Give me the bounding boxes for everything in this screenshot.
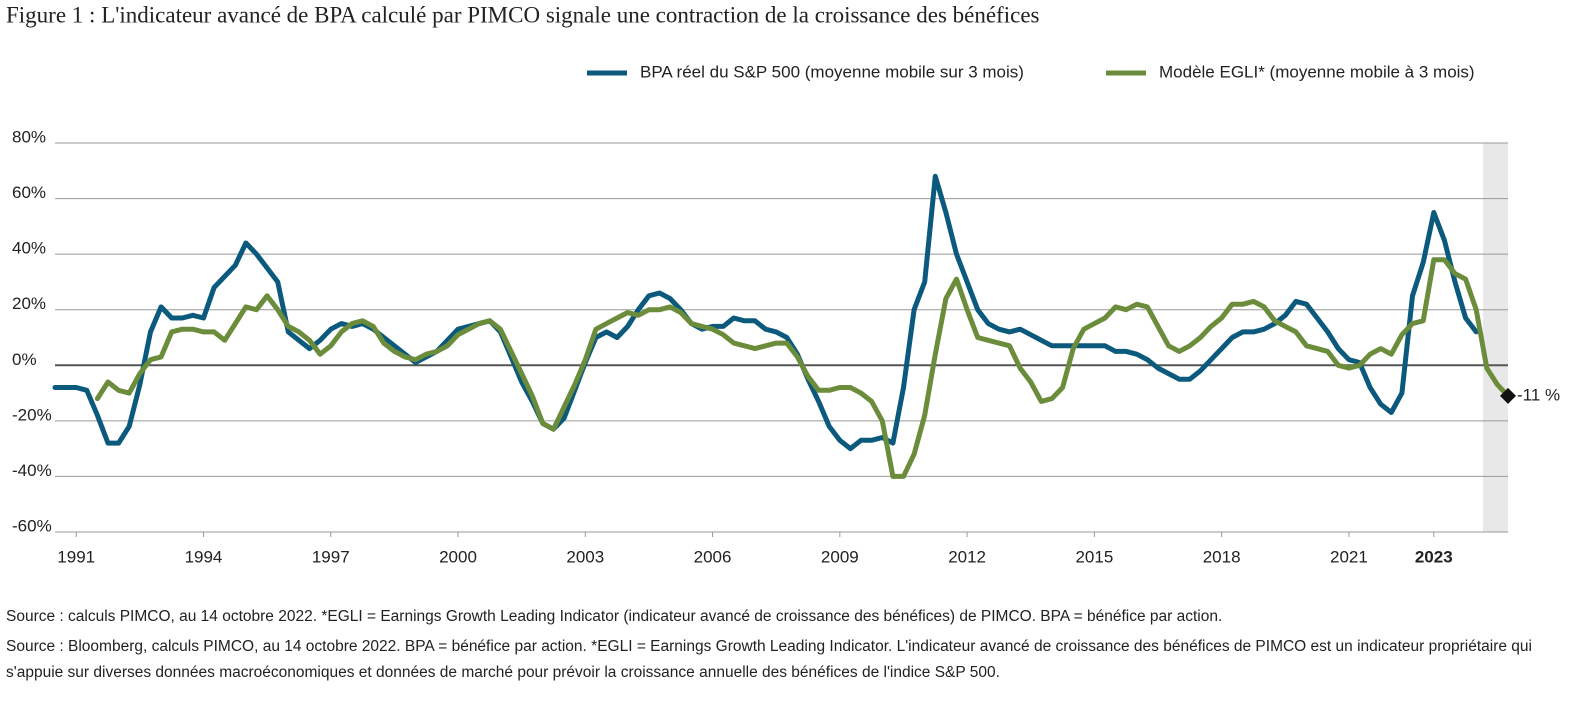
y-tick-label: -60% xyxy=(12,516,52,535)
x-tick-label: 1994 xyxy=(185,547,223,566)
series-line xyxy=(52,173,1479,452)
end-label: -11 % xyxy=(1517,385,1560,404)
x-tick-label: 2006 xyxy=(694,547,732,566)
x-tick-label: 1997 xyxy=(312,547,350,566)
y-tick-label: 20% xyxy=(12,294,46,313)
y-tick-label: 80% xyxy=(12,127,46,146)
x-tick-label: 2018 xyxy=(1203,547,1241,566)
legend-label: BPA réel du S&P 500 (moyenne mobile sur … xyxy=(640,62,1024,81)
source-note: Source : Bloomberg, calculs PIMCO, au 14… xyxy=(6,638,1532,681)
series-line xyxy=(94,257,1511,479)
end-marker xyxy=(1500,387,1516,404)
notes: Source : calculs PIMCO, au 14 octobre 20… xyxy=(6,604,1561,690)
x-tick-label: 2021 xyxy=(1330,547,1368,566)
x-tick-label: 2023 xyxy=(1415,547,1453,566)
chart-title: Figure 1 : L'indicateur avancé de BPA ca… xyxy=(6,2,1040,27)
x-tick-label: 2012 xyxy=(948,547,986,566)
y-tick-label: 40% xyxy=(12,239,46,258)
forecast-shade xyxy=(1483,143,1508,532)
chart: Figure 1 : L'indicateur avancé de BPA ca… xyxy=(6,2,1560,566)
legend-label: Modèle EGLI* (moyenne mobile à 3 mois) xyxy=(1159,62,1475,81)
y-tick-label: 60% xyxy=(12,183,46,202)
y-tick-label: -20% xyxy=(12,405,52,424)
x-tick-label: 2009 xyxy=(821,547,859,566)
x-tick-label: 1991 xyxy=(57,547,95,566)
y-tick-label: -40% xyxy=(12,461,52,480)
y-tick-label: 0% xyxy=(12,350,37,369)
x-tick-label: 2015 xyxy=(1075,547,1113,566)
x-tick-label: 2003 xyxy=(566,547,604,566)
x-tick-label: 2000 xyxy=(439,547,477,566)
source-note: Source : calculs PIMCO, au 14 octobre 20… xyxy=(6,608,1223,625)
